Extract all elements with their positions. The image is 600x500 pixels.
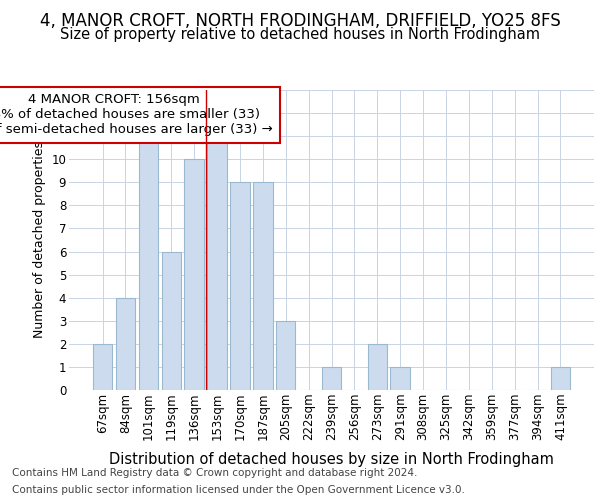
Bar — [184, 159, 204, 390]
Bar — [208, 136, 227, 390]
Bar — [391, 367, 410, 390]
Bar — [368, 344, 387, 390]
Bar — [93, 344, 112, 390]
X-axis label: Distribution of detached houses by size in North Frodingham: Distribution of detached houses by size … — [109, 452, 554, 466]
Bar — [322, 367, 341, 390]
Text: 4 MANOR CROFT: 156sqm
← 48% of detached houses are smaller (33)
48% of semi-deta: 4 MANOR CROFT: 156sqm ← 48% of detached … — [0, 94, 273, 136]
Bar — [161, 252, 181, 390]
Bar — [253, 182, 272, 390]
Bar — [139, 136, 158, 390]
Bar — [116, 298, 135, 390]
Text: Size of property relative to detached houses in North Frodingham: Size of property relative to detached ho… — [60, 28, 540, 42]
Bar — [551, 367, 570, 390]
Text: Contains HM Land Registry data © Crown copyright and database right 2024.: Contains HM Land Registry data © Crown c… — [12, 468, 418, 477]
Bar — [230, 182, 250, 390]
Text: Contains public sector information licensed under the Open Government Licence v3: Contains public sector information licen… — [12, 485, 465, 495]
Y-axis label: Number of detached properties: Number of detached properties — [32, 142, 46, 338]
Text: 4, MANOR CROFT, NORTH FRODINGHAM, DRIFFIELD, YO25 8FS: 4, MANOR CROFT, NORTH FRODINGHAM, DRIFFI… — [40, 12, 560, 30]
Bar — [276, 321, 295, 390]
